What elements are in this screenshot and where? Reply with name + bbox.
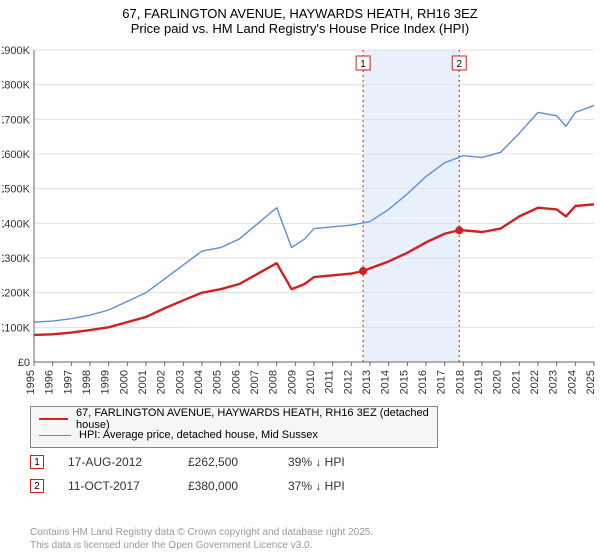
svg-text:2006: 2006 — [230, 370, 242, 394]
svg-text:1997: 1997 — [62, 370, 74, 394]
svg-text:£100K: £100K — [2, 322, 31, 334]
svg-text:2000: 2000 — [118, 370, 130, 394]
svg-text:£400K: £400K — [2, 218, 31, 230]
title-block: 67, FARLINGTON AVENUE, HAYWARDS HEATH, R… — [0, 0, 600, 36]
legend-swatch-property — [39, 418, 68, 420]
svg-text:1996: 1996 — [44, 370, 56, 394]
sale-date: 11-OCT-2017 — [68, 479, 188, 493]
svg-text:£200K: £200K — [2, 288, 31, 300]
svg-text:2018: 2018 — [454, 370, 466, 394]
legend-row-property: 67, FARLINGTON AVENUE, HAYWARDS HEATH, R… — [39, 411, 429, 427]
svg-text:£300K: £300K — [2, 253, 31, 265]
chart-frame: 67, FARLINGTON AVENUE, HAYWARDS HEATH, R… — [0, 0, 600, 560]
sale-marker-icon: 1 — [30, 455, 44, 469]
footer: Contains HM Land Registry data © Crown c… — [30, 527, 373, 552]
svg-text:2015: 2015 — [398, 370, 410, 394]
svg-text:2020: 2020 — [492, 370, 504, 394]
legend-label-hpi: HPI: Average price, detached house, Mid … — [79, 429, 318, 441]
svg-text:2021: 2021 — [510, 370, 522, 394]
svg-text:2001: 2001 — [137, 370, 149, 394]
svg-text:2014: 2014 — [380, 370, 392, 394]
svg-text:£500K: £500K — [2, 184, 31, 196]
svg-text:£900K: £900K — [2, 46, 31, 57]
svg-text:2007: 2007 — [249, 370, 261, 394]
sale-price: £380,000 — [188, 479, 288, 493]
svg-text:2022: 2022 — [529, 370, 541, 394]
svg-text:2: 2 — [456, 59, 462, 70]
svg-text:2013: 2013 — [361, 370, 373, 394]
svg-text:£0: £0 — [18, 357, 30, 369]
sale-row: 2 11-OCT-2017 £380,000 37% ↓ HPI — [30, 476, 398, 496]
footer-line-1: Contains HM Land Registry data © Crown c… — [30, 527, 373, 540]
svg-text:2025: 2025 — [585, 370, 597, 394]
svg-text:2023: 2023 — [548, 370, 560, 394]
svg-text:1998: 1998 — [81, 370, 93, 394]
svg-text:£700K: £700K — [2, 114, 31, 126]
legend-swatch-hpi — [39, 435, 71, 436]
sale-marker-icon: 2 — [30, 479, 44, 493]
title-line-1: 67, FARLINGTON AVENUE, HAYWARDS HEATH, R… — [0, 6, 600, 21]
price-chart: £0 £100K £200K £300K £400K £500K £600K £700K £80… — [2, 46, 598, 396]
svg-text:2024: 2024 — [566, 370, 578, 394]
svg-text:2009: 2009 — [286, 370, 298, 394]
svg-text:£600K: £600K — [2, 149, 31, 161]
svg-text:£800K: £800K — [2, 80, 31, 92]
svg-text:2005: 2005 — [212, 370, 224, 394]
svg-text:2012: 2012 — [342, 370, 354, 394]
svg-text:2019: 2019 — [473, 370, 485, 394]
title-line-2: Price paid vs. HM Land Registry's House … — [0, 21, 600, 36]
legend: 67, FARLINGTON AVENUE, HAYWARDS HEATH, R… — [30, 406, 438, 448]
svg-text:2008: 2008 — [268, 370, 280, 394]
footer-line-2: This data is licensed under the Open Gov… — [30, 540, 373, 553]
svg-text:2016: 2016 — [417, 370, 429, 394]
sale-delta: 37% ↓ HPI — [288, 479, 398, 493]
svg-text:2003: 2003 — [174, 370, 186, 394]
sale-delta: 39% ↓ HPI — [288, 455, 398, 469]
svg-text:1999: 1999 — [100, 370, 112, 394]
svg-text:1: 1 — [360, 59, 366, 70]
sale-date: 17-AUG-2012 — [68, 455, 188, 469]
svg-text:1995: 1995 — [25, 370, 37, 394]
svg-text:2011: 2011 — [324, 370, 336, 394]
svg-text:2010: 2010 — [305, 370, 317, 394]
sale-price: £262,500 — [188, 455, 288, 469]
sales-table: 1 17-AUG-2012 £262,500 39% ↓ HPI 2 11-OC… — [30, 452, 398, 500]
svg-text:2004: 2004 — [193, 370, 205, 394]
legend-label-property: 67, FARLINGTON AVENUE, HAYWARDS HEATH, R… — [76, 407, 429, 431]
svg-text:2017: 2017 — [436, 370, 448, 394]
sale-row: 1 17-AUG-2012 £262,500 39% ↓ HPI — [30, 452, 398, 472]
svg-text:2002: 2002 — [156, 370, 168, 394]
